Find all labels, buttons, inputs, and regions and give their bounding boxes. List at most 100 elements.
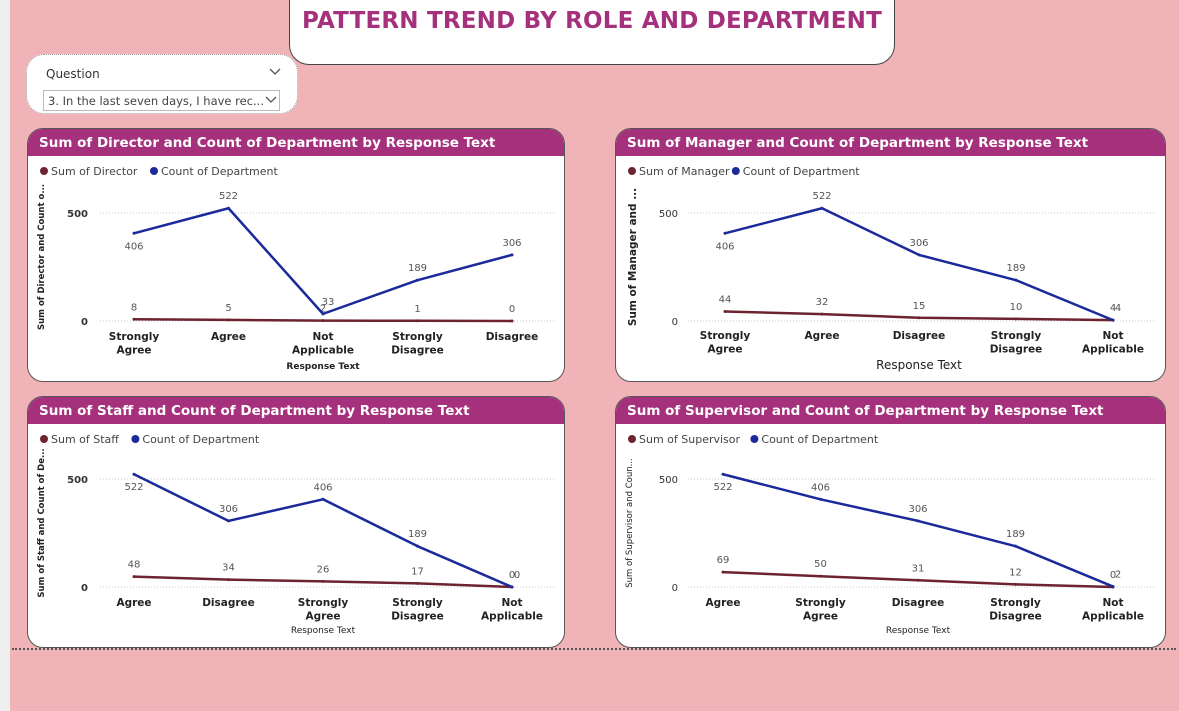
data-label: 522 [124, 482, 143, 493]
data-point [132, 231, 136, 235]
data-point [132, 472, 136, 476]
data-label: 189 [408, 263, 427, 274]
data-label: 15 [913, 301, 926, 312]
data-point [723, 231, 727, 235]
question-slicer[interactable]: Question 3. In the last seven days, I ha… [26, 54, 298, 114]
data-point [819, 497, 822, 501]
x-tick-label: Strongly [700, 330, 751, 342]
data-label: 522 [713, 482, 732, 493]
x-tick-label: Disagree [391, 345, 444, 357]
x-tick-label: Agree [116, 597, 151, 609]
x-axis-label: Response Text [876, 358, 962, 372]
data-point [723, 309, 727, 313]
data-point [721, 472, 725, 476]
y-tick-label: 0 [672, 583, 678, 594]
data-label: 2 [1115, 570, 1121, 581]
data-label: 5 [225, 303, 231, 314]
data-label: 306 [908, 504, 927, 515]
data-point [1014, 582, 1017, 586]
data-label: 0 [514, 570, 520, 581]
data-label: 306 [219, 504, 238, 515]
data-point [917, 316, 921, 320]
data-point [416, 544, 419, 548]
data-point [132, 575, 136, 579]
x-axis-label: Response Text [291, 626, 356, 636]
slicer-label: Question [46, 67, 100, 81]
data-point [416, 319, 419, 323]
x-tick-label: Not [1102, 330, 1123, 342]
data-label: 12 [1009, 567, 1022, 578]
x-tick-label: Not [501, 597, 522, 609]
data-point [510, 319, 514, 323]
question-dropdown[interactable]: 3. In the last seven days, I have rec... [43, 90, 280, 111]
legend-label: Count of Department [743, 165, 861, 178]
data-point [227, 318, 230, 322]
x-tick-label: Agree [705, 597, 740, 609]
supervisor-chart-card: Sum of Supervisor and Count of Departmen… [615, 396, 1166, 648]
chart-header: Sum of Supervisor and Count of Departmen… [616, 397, 1165, 424]
data-label: 50 [814, 559, 827, 570]
data-point [227, 519, 230, 523]
chart-title: Sum of Staff and Count of Department by … [39, 403, 470, 419]
data-label: 306 [502, 238, 521, 249]
data-point [1014, 317, 1018, 321]
page-title: PATTERN TREND BY ROLE AND DEPARTMENT [302, 8, 882, 34]
y-tick-label: 500 [67, 209, 88, 220]
chart-header: Sum of Manager and Count of Department b… [616, 129, 1165, 156]
legend-dot-icon [40, 435, 48, 443]
x-tick-label: Disagree [989, 611, 1042, 623]
data-label: 48 [128, 560, 141, 571]
y-tick-label: 500 [67, 475, 88, 486]
data-label: 69 [717, 555, 730, 566]
data-label: 406 [715, 241, 734, 252]
x-tick-label: Agree [803, 611, 838, 623]
data-point [819, 574, 822, 578]
legend-dot-icon [628, 435, 636, 443]
chevron-down-icon[interactable] [265, 95, 277, 104]
chart-title: Sum of Director and Count of Department … [39, 135, 496, 151]
x-tick-label: Strongly [990, 597, 1041, 609]
data-label: 0 [509, 570, 515, 581]
data-label: 522 [219, 191, 238, 202]
data-label: 189 [1006, 263, 1025, 274]
data-label: 31 [912, 563, 925, 574]
x-tick-label: Disagree [893, 330, 946, 342]
data-point [1014, 278, 1018, 282]
data-point [1111, 318, 1115, 322]
data-label: 17 [411, 566, 424, 577]
x-tick-label: Agree [305, 611, 340, 623]
manager-chart: Sum of Manager Count of Department 0 500 Sum… [627, 165, 1155, 372]
director-chart-card: Sum of Director and Count of Department … [27, 128, 565, 382]
legend-label: Sum of Manager [639, 165, 730, 178]
data-label: 26 [317, 564, 330, 575]
x-tick-label: Strongly [795, 597, 846, 609]
x-tick-label: Not [1102, 597, 1123, 609]
chevron-down-icon[interactable] [268, 67, 282, 77]
data-label: 306 [909, 238, 928, 249]
y-tick-label: 500 [659, 475, 678, 486]
chart-header: Sum of Staff and Count of Department by … [28, 397, 564, 424]
x-tick-label: Disagree [892, 597, 945, 609]
chart-title: Sum of Manager and Count of Department b… [627, 135, 1089, 151]
x-tick-label: Strongly [109, 331, 160, 343]
x-tick-label: Strongly [298, 597, 349, 609]
data-point [820, 206, 824, 210]
staff-chart: Sum of Staff Count of Department 0 500 Sum o… [37, 433, 554, 636]
data-label: 522 [812, 191, 831, 202]
x-tick-label: Applicable [1082, 611, 1144, 623]
legend-dot-icon [150, 167, 158, 175]
legend-dot-icon [750, 435, 759, 443]
chart-title: Sum of Supervisor and Count of Departmen… [627, 403, 1104, 419]
data-point [321, 497, 325, 501]
data-label: 33 [322, 297, 335, 308]
x-tick-label: Strongly [392, 597, 443, 609]
data-point [416, 581, 419, 585]
data-label: 44 [719, 294, 732, 305]
data-label: 189 [408, 529, 427, 540]
x-tick-label: Agree [211, 331, 246, 343]
data-point [227, 578, 230, 582]
data-point [916, 578, 920, 582]
data-point [917, 253, 921, 257]
data-point [321, 319, 325, 323]
data-point [227, 206, 230, 210]
